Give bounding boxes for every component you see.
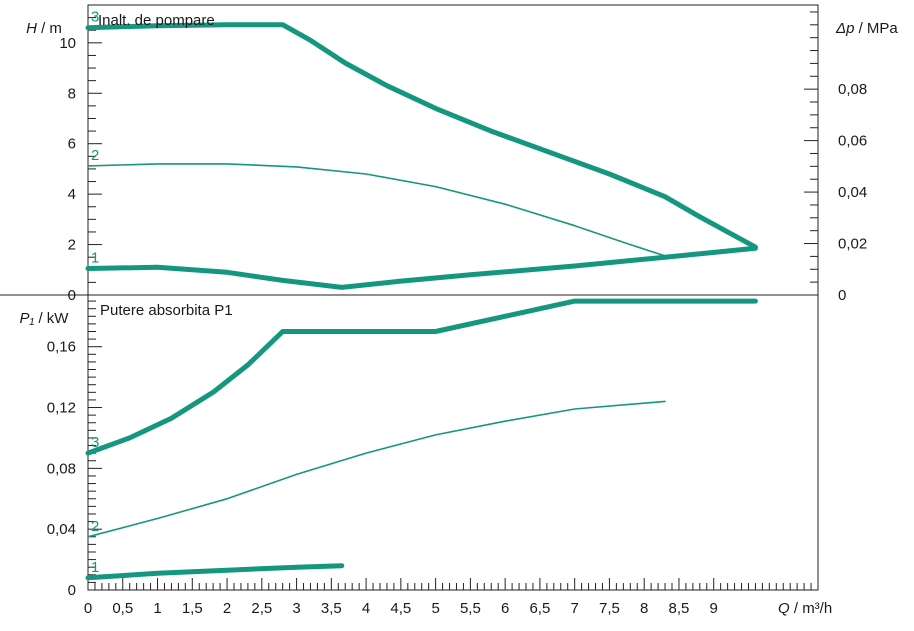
axis-ticks <box>88 11 818 590</box>
x-axis-label: Q / m³/h <box>778 600 832 617</box>
y-tick-label: 0,08 <box>47 460 76 477</box>
y-tick-label: 0,12 <box>47 400 76 417</box>
x-tick-label: 0 <box>84 600 92 617</box>
y2-tick-label: 0,04 <box>838 184 867 201</box>
y-tick-label: 0,16 <box>47 339 76 356</box>
x-tick-label: 6,5 <box>529 600 550 617</box>
curve-power-2 <box>87 400 666 538</box>
head-panel-title: Inalt. de pompare <box>98 12 215 29</box>
curve-label-power-2: 2 <box>91 518 99 535</box>
x-tick-label: 6 <box>501 600 509 617</box>
y-tick-label: 10 <box>59 35 76 52</box>
curve-label-power-1: 1 <box>91 559 99 576</box>
x-tick-label: 2,5 <box>251 600 272 617</box>
x-tick-label: 9 <box>710 600 718 617</box>
x-tick-label: 3 <box>292 600 300 617</box>
x-axis-unit: m³/h <box>802 600 832 617</box>
x-tick-label: 3,5 <box>321 600 342 617</box>
power-axis-label-unit: kW <box>47 310 70 327</box>
curve-head-2 <box>87 163 666 257</box>
chart-text: 0 0,5 1 1,5 2 2,5 3 3,5 4 4,5 5 5,5 6 6,5 7 7,5 8 8,5 9 Q /… <box>20 9 899 617</box>
head-axis-label: H / m <box>26 20 62 37</box>
y-tick-label: 4 <box>68 186 76 203</box>
curve-label-power-3: 3 <box>91 434 99 451</box>
y2-tick-label: 0,08 <box>838 81 867 98</box>
x-tick-label: 5 <box>431 600 439 617</box>
pressure-axis-label-quantity: Δp <box>835 20 854 37</box>
power-panel-title: Putere absorbita P1 <box>100 302 233 319</box>
x-tick-label: 4 <box>362 600 370 617</box>
x-tick-label: 0,5 <box>112 600 133 617</box>
head-axis-label-quantity: H <box>26 20 37 37</box>
curve-label-head-3: 3 <box>91 9 99 26</box>
y-tick-label: 0,04 <box>47 521 76 538</box>
x-tick-label: 4,5 <box>390 600 411 617</box>
y-tick-label: 0 <box>68 287 76 304</box>
y-tick-label: 6 <box>68 136 76 153</box>
x-tick-label: 2 <box>223 600 231 617</box>
y-tick-label: 2 <box>68 237 76 254</box>
curve-label-head-2: 2 <box>91 147 99 164</box>
x-tick-label: 8 <box>640 600 648 617</box>
pressure-axis-label-unit: MPa <box>867 20 899 37</box>
curve-head-1 <box>85 245 758 290</box>
x-tick-label: 5,5 <box>460 600 481 617</box>
x-tick-label: 7 <box>570 600 578 617</box>
y2-tick-label: 0,02 <box>838 236 867 253</box>
y-tick-label: 0 <box>68 582 76 599</box>
x-tick-label: 7,5 <box>599 600 620 617</box>
curve-power-3 <box>85 298 758 456</box>
curve-head-3 <box>85 22 758 250</box>
y2-tick-label: 0,06 <box>838 133 867 150</box>
head-axis-label-unit: m <box>49 20 62 37</box>
pump-curves <box>85 22 758 581</box>
pressure-axis-label: Δp / MPa <box>835 20 898 37</box>
plot-frame <box>87 4 819 591</box>
power-axis-label: P₁ / kW <box>20 310 70 327</box>
x-axis-quantity: Q <box>778 600 790 617</box>
power-axis-label-quantity: P₁ <box>20 310 35 327</box>
y2-tick-label: 0 <box>838 287 846 304</box>
x-tick-label: 1 <box>153 600 161 617</box>
curve-label-head-1: 1 <box>91 250 99 267</box>
x-tick-label: 8,5 <box>669 600 690 617</box>
curve-power-1 <box>85 563 345 581</box>
chart-frame <box>0 4 819 591</box>
y-tick-label: 8 <box>68 85 76 102</box>
x-tick-label: 1,5 <box>182 600 203 617</box>
